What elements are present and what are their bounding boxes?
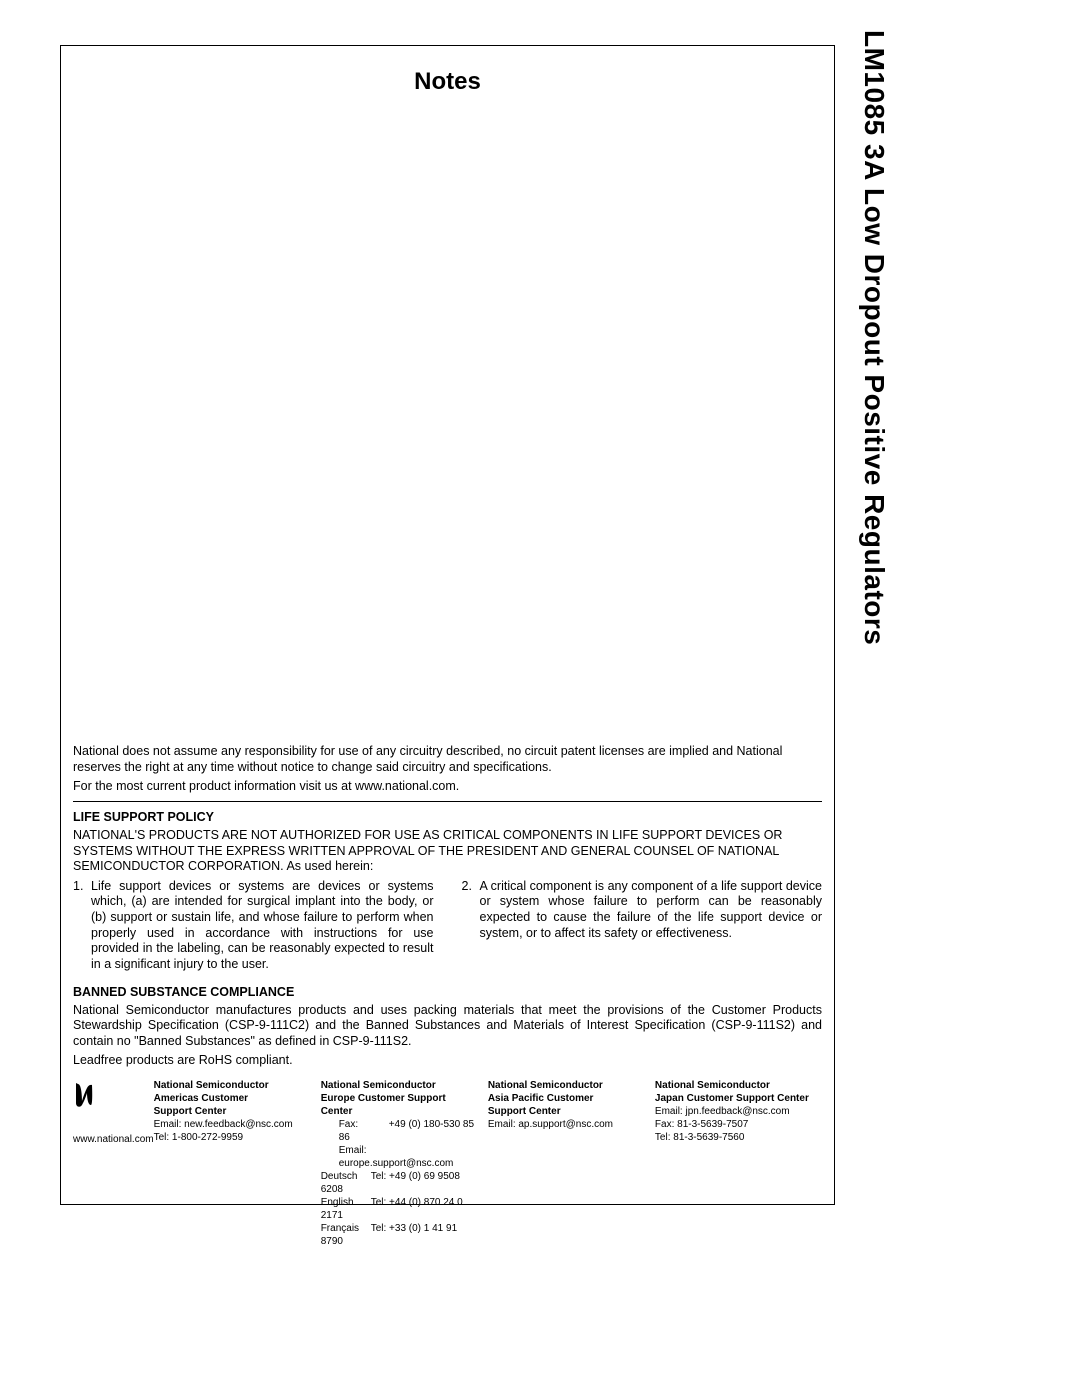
- label: English: [321, 1196, 371, 1209]
- contact-line: Support Center: [154, 1105, 311, 1118]
- contact-centers: www.national.com National Semiconductor …: [73, 1079, 822, 1248]
- contact-line: Europe Customer Support Center: [321, 1092, 478, 1118]
- contact-line: National Semiconductor: [655, 1079, 812, 1092]
- contact-email: Email: jpn.feedback@nsc.com: [655, 1105, 812, 1118]
- page-frame: Notes National does not assume any respo…: [60, 45, 835, 1205]
- contact-email: europe.support@nsc.com: [339, 1158, 454, 1169]
- contact-email: Email: ap.support@nsc.com: [488, 1118, 645, 1131]
- label: Fax:: [339, 1118, 389, 1131]
- label: Français: [321, 1222, 371, 1235]
- leadfree-text: Leadfree products are RoHS compliant.: [73, 1053, 822, 1069]
- contact-tel: Tel: 1-800-272-9959: [154, 1131, 311, 1144]
- life-support-item-2: A critical component is any component of…: [480, 879, 823, 973]
- life-support-items: 1. Life support devices or systems are d…: [73, 879, 822, 973]
- contact-line: National Semiconductor: [154, 1079, 311, 1092]
- list-number: 2.: [462, 879, 480, 973]
- banned-substance-title: BANNED SUBSTANCE COMPLIANCE: [73, 985, 822, 999]
- life-support-title: LIFE SUPPORT POLICY: [73, 810, 822, 824]
- contact-europe: National Semiconductor Europe Customer S…: [321, 1079, 488, 1248]
- contact-line: Americas Customer: [154, 1092, 311, 1105]
- label: Deutsch: [321, 1170, 371, 1183]
- life-support-item-1: Life support devices or systems are devi…: [91, 879, 434, 973]
- divider: [73, 801, 822, 802]
- contact-fax: Fax: 81-3-5639-7507: [655, 1118, 812, 1131]
- contact-tel: Tel: 81-3-5639-7560: [655, 1131, 812, 1144]
- contact-americas: National Semiconductor Americas Customer…: [154, 1079, 321, 1248]
- contact-asia: National Semiconductor Asia Pacific Cust…: [488, 1079, 655, 1248]
- contact-email: Email: new.feedback@nsc.com: [154, 1118, 311, 1131]
- current-info-text: For the most current product information…: [73, 779, 822, 795]
- contact-line: Support Center: [488, 1105, 645, 1118]
- contact-japan: National Semiconductor Japan Customer Su…: [655, 1079, 822, 1248]
- contact-line: National Semiconductor: [488, 1079, 645, 1092]
- banned-substance-text: National Semiconductor manufactures prod…: [73, 1003, 822, 1050]
- contact-line: Asia Pacific Customer: [488, 1092, 645, 1105]
- list-number: 1.: [73, 879, 91, 973]
- footer-content: National does not assume any responsibil…: [73, 744, 822, 1248]
- notes-heading: Notes: [61, 68, 834, 96]
- label: Email:: [339, 1144, 389, 1157]
- disclaimer-text: National does not assume any responsibil…: [73, 744, 822, 775]
- contact-line: Japan Customer Support Center: [655, 1092, 812, 1105]
- sidebar-product-title: LM1085 3A Low Dropout Positive Regulator…: [858, 30, 890, 645]
- website-url: www.national.com: [73, 1133, 154, 1146]
- national-logo-icon: [73, 1081, 95, 1109]
- life-support-intro: NATIONAL'S PRODUCTS ARE NOT AUTHORIZED F…: [73, 828, 822, 875]
- contact-line: National Semiconductor: [321, 1079, 478, 1092]
